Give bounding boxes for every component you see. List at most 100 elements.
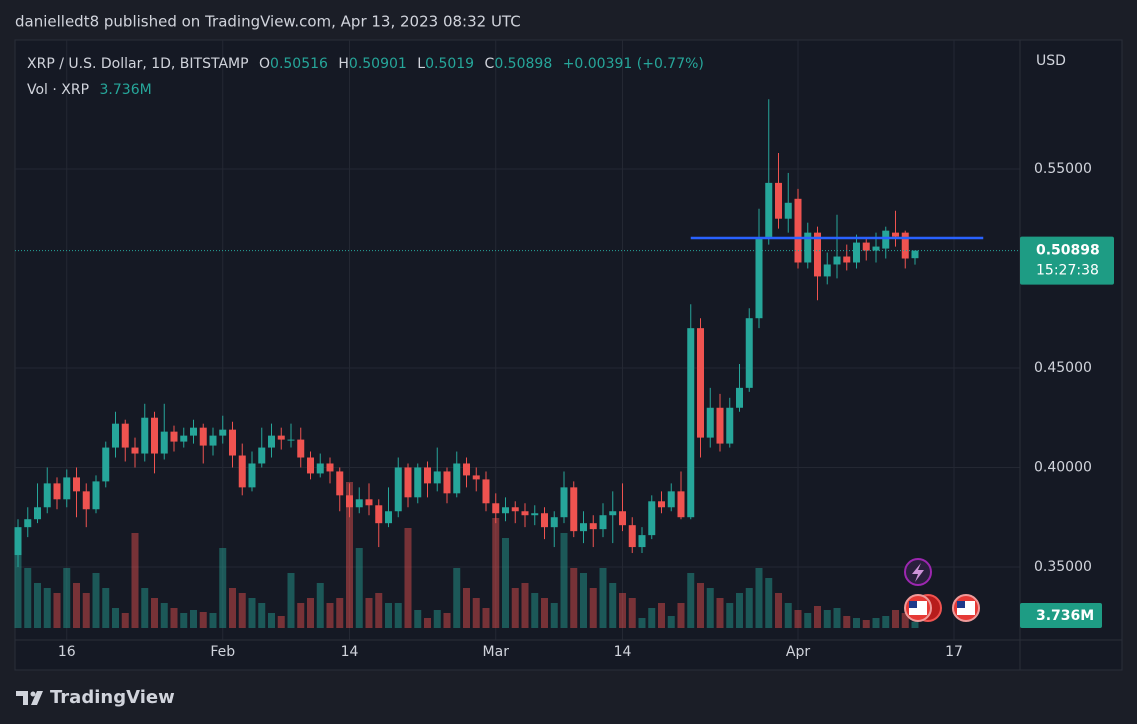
candle-body xyxy=(814,232,821,277)
volume-bar xyxy=(804,613,812,628)
volume-bar xyxy=(131,533,139,628)
ohlc-key: L xyxy=(417,56,425,72)
lightning-glyph xyxy=(912,563,924,582)
candle-body xyxy=(628,525,636,548)
candle-body xyxy=(482,479,490,504)
volume-bar xyxy=(784,603,792,628)
candle-body xyxy=(872,246,880,251)
volume-bar xyxy=(268,613,275,628)
candle-body xyxy=(229,429,236,456)
candle-body xyxy=(599,515,607,530)
volume-bar xyxy=(492,518,500,628)
volume-bar xyxy=(375,593,383,628)
price-label-box xyxy=(1020,236,1114,285)
volume-bar xyxy=(34,583,41,628)
candle-body xyxy=(414,467,422,498)
candle-body xyxy=(43,483,51,508)
candle-body xyxy=(609,511,617,516)
high-value: 0.50901 xyxy=(349,56,407,72)
volume-bar xyxy=(326,603,334,628)
candle-body xyxy=(443,471,451,494)
volume-bar xyxy=(531,593,539,628)
candle-body xyxy=(472,475,480,480)
candle-body xyxy=(112,423,119,448)
low-value: 0.5019 xyxy=(425,56,474,72)
volume-bar xyxy=(755,568,763,628)
candle-body xyxy=(131,447,139,454)
volume-bar xyxy=(394,603,402,628)
volume-bar xyxy=(794,610,802,628)
volume-bar xyxy=(365,598,373,628)
event-icons xyxy=(904,558,980,622)
volume-bar xyxy=(580,573,587,628)
volume-bar xyxy=(14,555,22,628)
volume-bar xyxy=(404,528,412,628)
volume-bar xyxy=(102,588,110,628)
volume-bar xyxy=(385,603,392,628)
x-tick-label: Apr xyxy=(786,644,810,660)
candle-body xyxy=(745,318,753,388)
candle-body xyxy=(82,491,90,510)
volume-bar xyxy=(238,593,246,628)
volume-bar xyxy=(502,538,509,628)
candle-body xyxy=(589,523,597,530)
volume-bar xyxy=(24,568,32,628)
candle-body xyxy=(394,467,402,512)
volume-bar xyxy=(121,613,129,628)
candle-body xyxy=(619,511,626,526)
volume-bar xyxy=(599,568,607,628)
volume-bar xyxy=(833,608,841,628)
volume-bar xyxy=(667,616,675,628)
volume-bar xyxy=(677,603,685,628)
volume-bar xyxy=(609,583,617,628)
candle-body xyxy=(316,463,324,474)
volume-bar xyxy=(482,608,490,628)
candle-body xyxy=(385,511,392,524)
volume-bar xyxy=(901,613,909,628)
volume-bar xyxy=(862,620,870,628)
candle-body xyxy=(911,250,919,259)
candle-body xyxy=(34,507,41,520)
volume-bar xyxy=(414,610,422,628)
volume-bar xyxy=(541,598,548,628)
volume-bar xyxy=(82,593,90,628)
volume-bar xyxy=(73,583,80,628)
volume-bar xyxy=(560,533,568,628)
candle-body xyxy=(375,505,383,524)
candle-body xyxy=(775,182,782,219)
candle-body xyxy=(102,447,110,482)
candle-body xyxy=(667,491,675,508)
volume-bar xyxy=(355,548,363,628)
candle-body xyxy=(892,232,899,237)
candle-body xyxy=(697,328,704,438)
candle-body xyxy=(453,463,461,494)
volume-bar xyxy=(316,583,324,628)
candle-body xyxy=(63,477,71,500)
candle-body xyxy=(736,387,743,408)
candle-body xyxy=(687,328,695,518)
candle-body xyxy=(287,439,295,441)
candle-body xyxy=(648,501,656,536)
candle-body xyxy=(658,501,665,508)
volume-bar xyxy=(209,613,217,628)
volume-bar xyxy=(589,588,597,628)
brand: TradingView xyxy=(50,687,175,708)
candle-body xyxy=(268,435,275,448)
candle-body xyxy=(326,463,334,472)
candle-body xyxy=(726,407,734,444)
candle-body xyxy=(492,503,500,514)
candle-body xyxy=(14,527,22,556)
candle-body xyxy=(346,495,353,508)
volume-bar xyxy=(521,583,529,628)
volume-bar xyxy=(872,618,880,628)
candle-body xyxy=(180,435,188,442)
volume-bar xyxy=(180,613,188,628)
volume-label: 3.736M xyxy=(1036,608,1094,624)
candle-body xyxy=(794,198,802,263)
volume-bar xyxy=(628,598,636,628)
volume-bar xyxy=(658,603,665,628)
volume-bar xyxy=(814,606,821,628)
volume-legend: Vol · XRP 3.736M xyxy=(27,82,152,98)
candle-body xyxy=(804,232,812,263)
